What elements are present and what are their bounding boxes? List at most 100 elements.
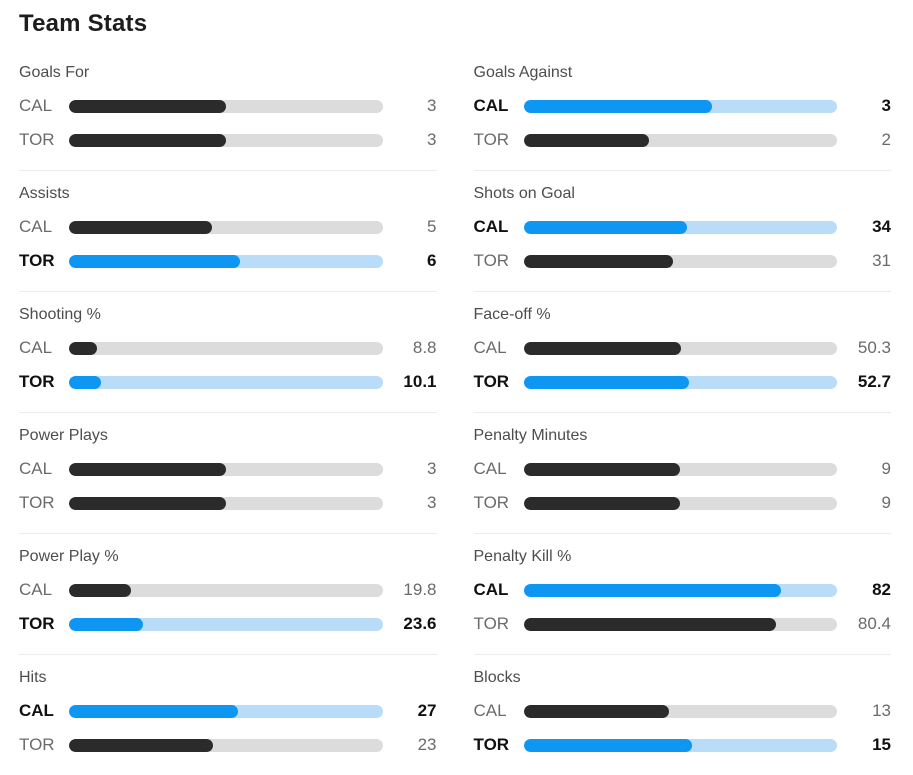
stat-section: Penalty Kill % CAL 82 TOR 80.4 <box>473 534 892 655</box>
stat-section: Shooting % CAL 8.8 TOR 10.1 <box>19 292 437 413</box>
stat-bar-track <box>69 254 383 268</box>
stat-row: TOR 15 <box>474 728 892 762</box>
stat-row: CAL 3 <box>19 89 437 123</box>
stat-section: Power Play % CAL 19.8 TOR 23.6 <box>19 534 437 655</box>
team-label: TOR <box>473 130 510 149</box>
stat-bar-fill <box>69 583 132 597</box>
stat-row: TOR 80.4 <box>474 607 892 641</box>
stat-bar-fill <box>69 99 226 113</box>
stat-row: TOR 31 <box>474 244 892 278</box>
stat-bar-fill <box>69 220 212 234</box>
stat-row: CAL 13 <box>474 694 892 728</box>
stat-bar-track <box>69 704 383 718</box>
stat-bar-fill <box>523 462 681 476</box>
team-label: TOR <box>473 251 510 270</box>
stat-value: 80.4 <box>857 614 891 633</box>
stat-section-title: Shots on Goal <box>473 185 575 202</box>
stat-row: CAL 50.3 <box>474 331 892 365</box>
stat-row: TOR 3 <box>19 123 437 157</box>
stat-value: 19.8 <box>403 580 437 599</box>
stat-section-title: Shooting % <box>19 306 101 323</box>
stat-section: Shots on Goal CAL 34 TOR 31 <box>473 171 892 292</box>
team-label: CAL <box>19 459 53 478</box>
stat-value: 10.1 <box>403 372 437 391</box>
stat-bar-track <box>69 583 383 597</box>
stat-section: Face-off % CAL 50.3 TOR 52.7 <box>473 292 892 413</box>
stat-row: TOR 9 <box>474 486 892 520</box>
stat-bar-fill <box>523 496 681 510</box>
stat-section-title: Blocks <box>473 669 521 686</box>
stat-value: 23 <box>417 735 437 754</box>
team-label: CAL <box>473 701 507 720</box>
stat-bar-track <box>523 99 837 113</box>
stat-value: 34 <box>872 217 891 236</box>
stat-section-title: Power Play % <box>19 548 119 565</box>
stat-value: 31 <box>872 251 891 270</box>
team-label: TOR <box>473 493 510 512</box>
team-label: CAL <box>473 459 507 478</box>
stat-section: Assists CAL 5 TOR 6 <box>19 171 437 292</box>
stat-bar-track <box>523 462 837 476</box>
stat-value: 50.3 <box>857 338 891 357</box>
stats-columns: Goals For CAL 3 TOR 3 Assists CAL 5 TOR … <box>19 50 891 775</box>
team-label: TOR <box>473 735 510 754</box>
stat-section-title: Hits <box>19 669 47 686</box>
stat-bar-fill <box>523 704 669 718</box>
stat-row: CAL 27 <box>19 694 437 728</box>
stat-bar-track <box>523 375 837 389</box>
stat-value: 82 <box>872 580 891 599</box>
stat-bar-track <box>523 704 837 718</box>
stat-bar-fill <box>523 617 776 631</box>
stat-row: CAL 19.8 <box>19 573 437 607</box>
stat-row: CAL 3 <box>474 89 892 123</box>
stat-value: 23.6 <box>403 614 437 633</box>
stat-bar-track <box>523 133 837 147</box>
team-label: CAL <box>19 96 53 115</box>
stat-bar-fill <box>69 738 214 752</box>
stat-bar-track <box>523 341 837 355</box>
stat-section-title: Assists <box>19 185 70 202</box>
stat-bar-fill <box>69 375 101 389</box>
stat-value: 3 <box>427 493 437 512</box>
stat-bar-fill <box>523 738 692 752</box>
stat-bar-fill <box>523 583 781 597</box>
stat-row: CAL 8.8 <box>19 331 437 365</box>
stat-value: 52.7 <box>857 372 891 391</box>
stat-bar-fill <box>69 462 226 476</box>
stat-bar-track <box>69 99 383 113</box>
stat-value: 8.8 <box>412 338 437 357</box>
page-title: Team Stats <box>19 10 148 37</box>
stat-bar-fill <box>69 496 226 510</box>
team-label: CAL <box>19 580 53 599</box>
stat-bar-track <box>523 583 837 597</box>
team-label: TOR <box>19 493 55 512</box>
stat-section-title: Penalty Minutes <box>473 427 588 444</box>
stat-value: 6 <box>427 251 437 270</box>
stat-section-title: Power Plays <box>19 427 108 444</box>
team-label: CAL <box>473 217 509 236</box>
stat-section: Goals For CAL 3 TOR 3 <box>19 50 437 171</box>
team-label: CAL <box>473 580 509 599</box>
stat-section-title: Goals Against <box>473 64 573 81</box>
stat-row: TOR 23 <box>19 728 437 762</box>
stat-value: 3 <box>427 96 437 115</box>
stat-value: 13 <box>872 701 891 720</box>
stat-bar-track <box>523 617 837 631</box>
stat-bar-track <box>523 254 837 268</box>
stat-value: 3 <box>427 130 437 149</box>
stat-bar-track <box>69 462 383 476</box>
stat-bar-fill <box>523 375 689 389</box>
stat-section-title: Goals For <box>19 64 90 81</box>
stat-bar-fill <box>69 341 97 355</box>
stat-value: 15 <box>872 735 891 754</box>
stat-bar-fill <box>523 341 682 355</box>
stat-row: TOR 10.1 <box>19 365 437 399</box>
stat-row: TOR 23.6 <box>19 607 437 641</box>
stat-row: TOR 52.7 <box>474 365 892 399</box>
team-label: TOR <box>19 614 55 633</box>
stat-value: 3 <box>881 96 891 115</box>
stat-section: Power Plays CAL 3 TOR 3 <box>19 413 437 534</box>
stat-row: CAL 82 <box>474 573 892 607</box>
team-label: CAL <box>473 96 509 115</box>
